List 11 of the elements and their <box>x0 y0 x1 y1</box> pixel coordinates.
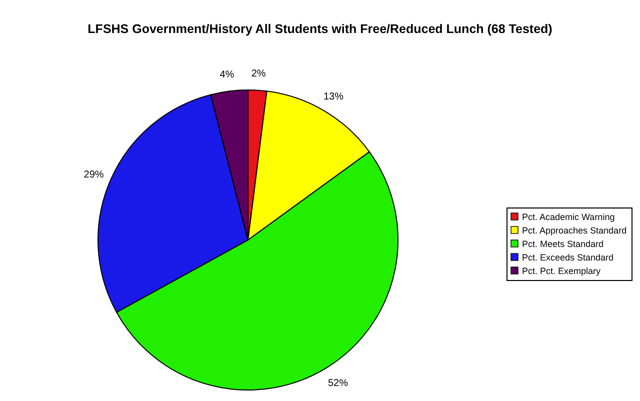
legend-label: Pct. Pct. Exemplary <box>522 266 602 276</box>
data-label: 2% <box>251 68 266 80</box>
legend-label: Pct. Exceeds Standard <box>522 252 614 262</box>
legend-label: Pct. Academic Warning <box>522 212 615 222</box>
data-label: 4% <box>220 69 234 80</box>
data-label: 52% <box>328 378 348 389</box>
legend-label: Pct. Approaches Standard <box>522 226 627 236</box>
chart-title: LFSHS Government/History All Students with Free/Reduced Lunch (68 Tested) <box>88 22 552 36</box>
data-label: 13% <box>324 91 344 102</box>
legend-label: Pct. Meets Standard <box>522 239 604 249</box>
data-label: 29% <box>84 169 104 180</box>
